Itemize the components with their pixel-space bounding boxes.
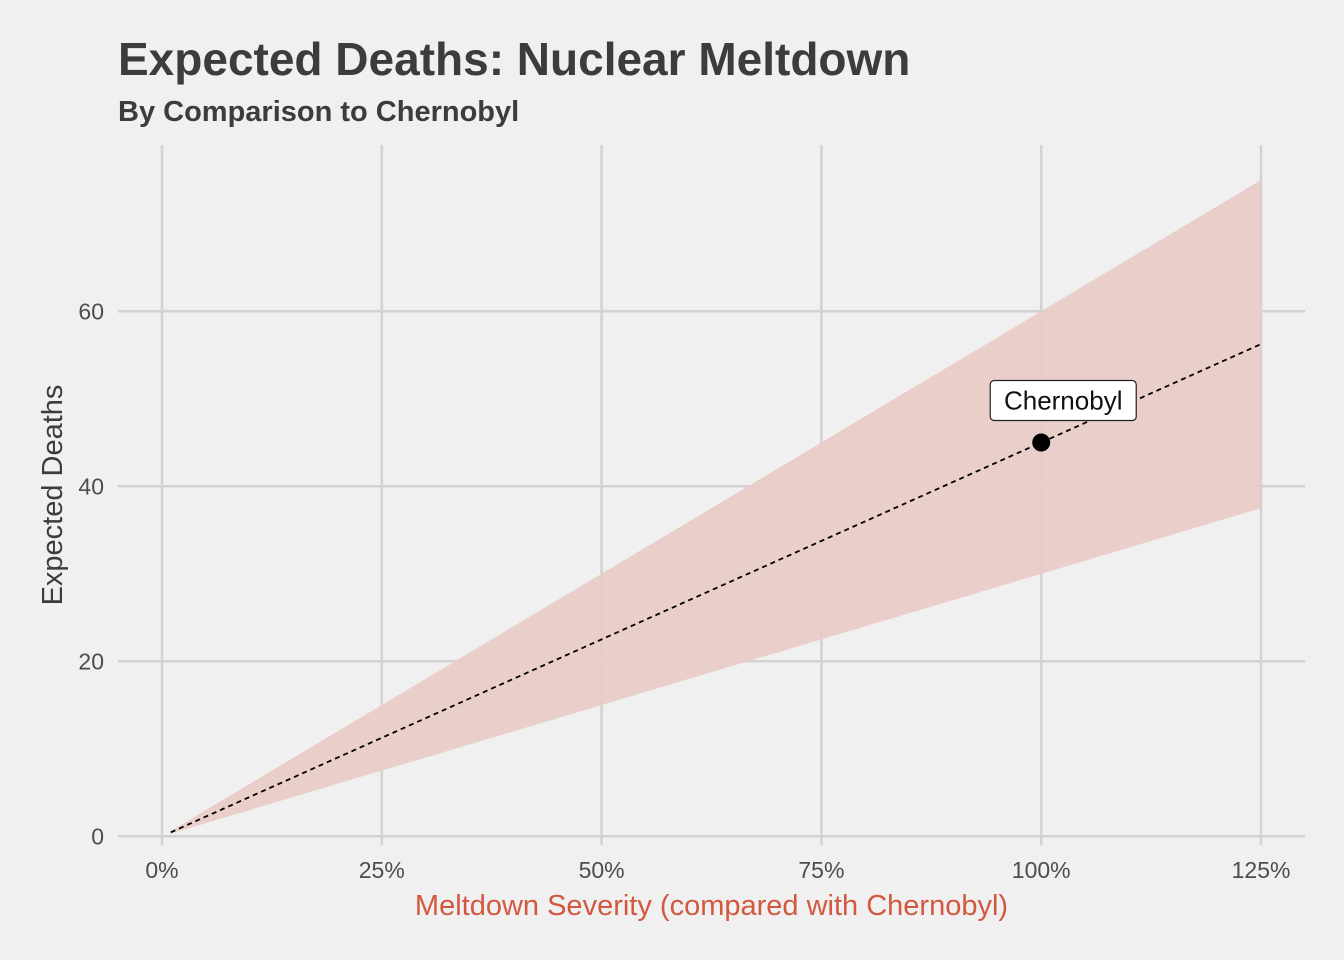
- chernobyl-label-text: Chernobyl: [1004, 386, 1123, 416]
- x-tick-label: 100%: [1012, 857, 1071, 883]
- confidence-ribbon: [170, 180, 1262, 834]
- x-tick-label: 0%: [145, 857, 178, 883]
- chernobyl-point: [1032, 433, 1051, 452]
- y-tick-label: 40: [78, 473, 104, 499]
- x-tick-label: 25%: [359, 857, 405, 883]
- chart-title: Expected Deaths: Nuclear Meltdown: [118, 33, 911, 85]
- x-tick-labels: 0% 25% 50% 75% 100% 125%: [145, 857, 1290, 883]
- y-tick-labels: 0 20 40 60: [78, 298, 104, 849]
- y-tick-label: 0: [91, 823, 104, 849]
- chernobyl-label-box: [989, 379, 1137, 422]
- x-tick-label: 125%: [1232, 857, 1291, 883]
- y-tick-label: 20: [78, 648, 104, 674]
- y-tick-label: 60: [78, 298, 104, 324]
- x-tick-label: 75%: [798, 857, 844, 883]
- expected-deaths-line: [170, 343, 1262, 834]
- x-tick-label: 50%: [579, 857, 625, 883]
- chart-subtitle: By Comparison to Chernobyl: [118, 96, 520, 128]
- chernobyl-label: Chernobyl: [989, 379, 1137, 422]
- y-axis-title: Expected Deaths: [37, 385, 69, 606]
- x-axis-title: Meltdown Severity (compared with Chernob…: [415, 890, 1008, 922]
